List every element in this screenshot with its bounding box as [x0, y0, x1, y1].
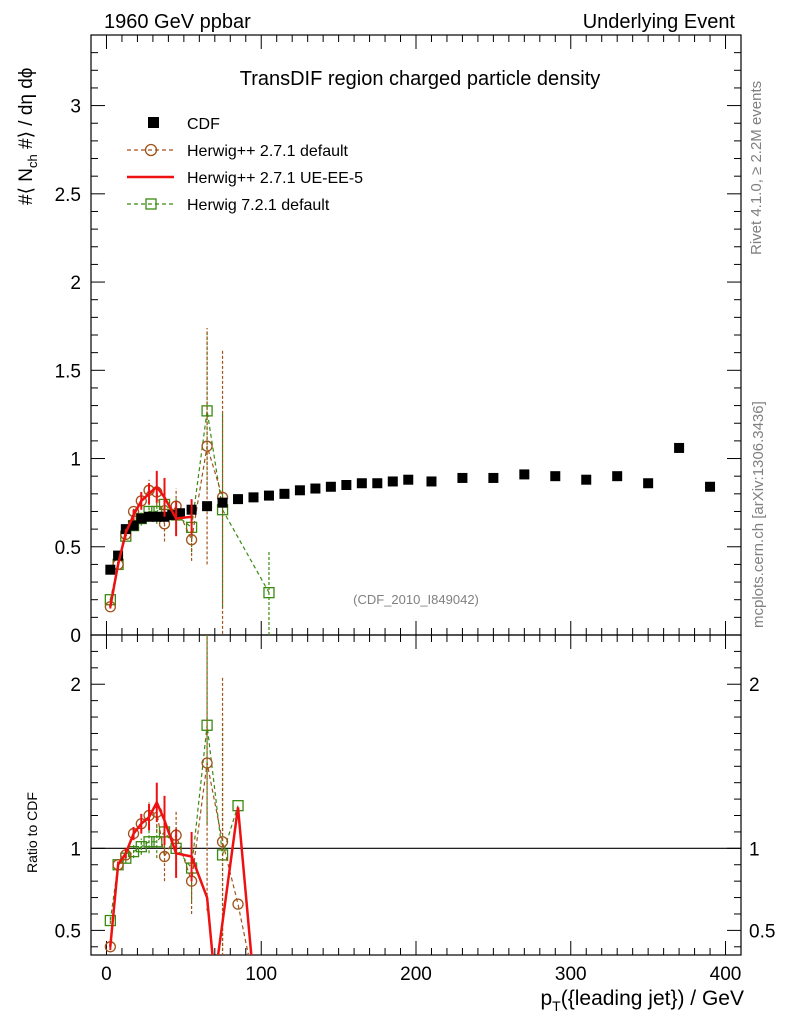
ratio-point-herwig-2-7-1-default: [158, 850, 171, 863]
main-ytick-label: 3: [70, 97, 81, 118]
legend-marker-cdf: [148, 117, 159, 128]
ratio-series: [104, 635, 253, 955]
analysis-tag: (CDF_2010_I849042): [353, 592, 479, 607]
legend-label-herwig-default: Herwig++ 2.7.1 default: [187, 143, 349, 160]
main-point-cdf: [325, 481, 336, 492]
main-point-cdf: [403, 474, 414, 485]
rivet-version-text: Rivet 4.1.0, ≥ 2.2M events: [748, 81, 765, 255]
main-point-cdf: [457, 472, 468, 483]
ratio-point-herwig-2-7-1-default: [232, 898, 244, 910]
main-point-cdf: [387, 476, 398, 487]
main-ytick-label: 2: [70, 273, 81, 294]
ratio-ytick-label-right: 1: [749, 839, 760, 860]
main-point-herwig-7-2-1-default: [201, 405, 213, 417]
main-point-cdf: [136, 513, 147, 524]
main-point-cdf: [310, 483, 321, 494]
main-point-cdf: [372, 478, 383, 489]
main-point-cdf: [356, 478, 367, 489]
ratio-ylabel: Ratio to CDF: [24, 792, 40, 873]
main-ticks: 0 0.5 1 1.5 2 2.5 3: [55, 52, 741, 647]
main-point-cdf: [294, 485, 305, 496]
main-ytick-label: 0.5: [55, 538, 81, 559]
main-point-cdf: [279, 488, 290, 499]
ratio-line-herwig-2-7-1-ue-ee-5: [109, 799, 253, 955]
ratio-frame: [90, 634, 742, 956]
main-point-cdf: [426, 476, 437, 487]
header-left: 1960 GeV ppbar: [104, 11, 251, 33]
ratio-ytick-label: 2: [70, 675, 81, 696]
main-point-herwig-7-2-1-default: [263, 586, 275, 599]
main-point-cdf: [643, 478, 654, 489]
main-point-cdf: [263, 490, 274, 501]
main-point-cdf: [341, 480, 352, 490]
chart-title: TransDIF region charged particle density: [240, 68, 601, 90]
main-point-cdf: [167, 510, 178, 520]
xtick-label: 100: [245, 964, 277, 985]
main-point-cdf: [519, 469, 530, 480]
main-ytick-label: 2.5: [55, 185, 81, 206]
legend-marker-herwig-default: [144, 143, 158, 157]
main-point-cdf: [217, 497, 228, 508]
main-point-cdf: [581, 474, 592, 485]
main-point-herwig-2-7-1-default: [185, 534, 198, 546]
main-ylabel: #⟨ Nch #⟩ / dη dϕ: [16, 68, 40, 205]
legend-label-herwig7: Herwig 7.2.1 default: [187, 197, 330, 214]
main-point-cdf: [128, 520, 139, 531]
header-right: Underlying Event: [583, 11, 736, 33]
main-ytick-label: 0: [70, 626, 81, 647]
ratio-ytick-label: 1: [70, 839, 81, 860]
main-point-cdf: [233, 494, 244, 505]
ratio-point-herwig-7-2-1-default: [151, 836, 163, 848]
ratio-ticks: 0.5 0.5 1 1 2 2: [55, 650, 775, 948]
main-point-cdf: [202, 501, 213, 512]
main-ytick-label: 1.5: [55, 361, 81, 382]
mcplots-text: mcplots.cern.ch [arXiv:1306.3436]: [750, 401, 767, 628]
ratio-ytick-label: 0.5: [55, 921, 81, 942]
x-axis-label: pT({leading jet}) / GeV: [540, 987, 744, 1014]
ratio-line-herwig-7-2-1-default: [109, 725, 239, 921]
ratio-ytick-label-right: 0.5: [749, 921, 775, 942]
main-point-cdf: [612, 471, 623, 482]
main-point-cdf: [488, 472, 499, 483]
main-point-cdf: [248, 492, 259, 503]
ratio-point-herwig-2-7-1-default: [216, 836, 229, 848]
ratio-point-herwig-2-7-1-default: [201, 757, 213, 769]
legend: CDF Herwig++ 2.7.1 default Herwig++ 2.7.…: [127, 116, 363, 214]
ratio-ytick-label-right: 2: [749, 675, 760, 696]
legend-marker-herwig7: [145, 198, 157, 210]
main-point-cdf: [174, 508, 185, 519]
main-ytick-label: 1: [70, 450, 81, 471]
xtick-label: 400: [710, 964, 742, 985]
ratio-point-herwig-7-2-1-default: [104, 914, 116, 927]
x-ticks: 0 100 200 300 400: [90, 35, 742, 985]
main-series: [104, 327, 716, 635]
main-point-cdf: [113, 550, 124, 561]
main-point-cdf: [705, 481, 716, 492]
main-point-cdf: [151, 511, 162, 522]
main-point-cdf: [550, 471, 561, 482]
legend-label-cdf: CDF: [187, 116, 220, 133]
main-point-cdf: [144, 511, 155, 522]
xtick-label: 300: [555, 964, 587, 985]
xtick-label: 0: [101, 964, 112, 985]
ratio-line-herwig-2-7-1-default: [109, 762, 250, 955]
xtick-label: 200: [400, 964, 432, 985]
main-point-herwig-2-7-1-default: [201, 440, 213, 452]
ratio-point-herwig-7-2-1-default: [143, 836, 155, 848]
main-point-cdf: [105, 564, 116, 575]
legend-label-ue-ee5: Herwig++ 2.7.1 UE-EE-5: [187, 170, 363, 187]
main-point-cdf: [674, 442, 685, 453]
main-line-herwig-2-7-1-ue-ee-5: [109, 484, 192, 608]
